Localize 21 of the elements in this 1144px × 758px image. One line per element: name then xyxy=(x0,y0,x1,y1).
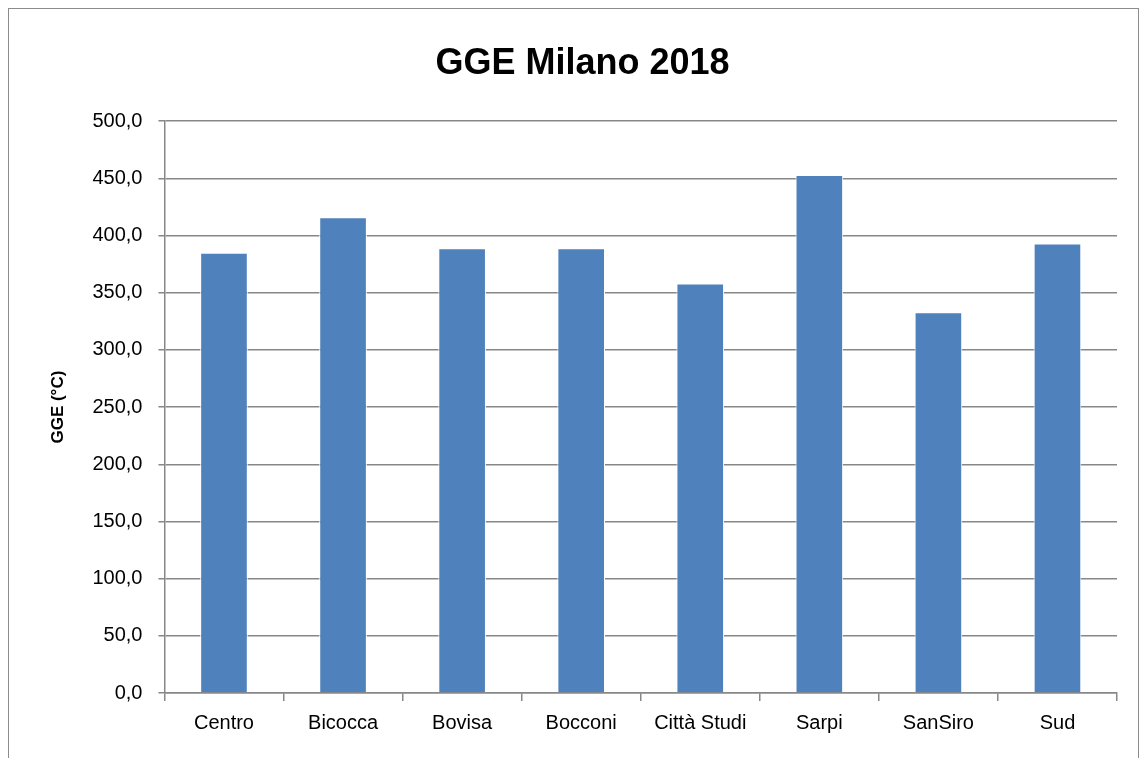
y-tick-label: 400,0 xyxy=(92,223,143,246)
y-tick-label: 300,0 xyxy=(92,337,143,360)
y-tick-label: 200,0 xyxy=(92,451,143,474)
y-tick-label: 250,0 xyxy=(92,394,143,417)
y-tick-label: 350,0 xyxy=(92,280,143,303)
y-tick-label: 0,0 xyxy=(114,680,143,703)
x-tick-label: Sud xyxy=(1039,710,1076,733)
x-tick-label: Bicocca xyxy=(308,710,379,733)
y-tick-label: 50,0 xyxy=(103,623,143,646)
y-axis-title: GGE (°C) xyxy=(47,370,67,444)
x-tick-label: Bovisa xyxy=(432,710,494,733)
x-tick-label: Sarpi xyxy=(795,710,843,733)
x-tick-label: Città Studi xyxy=(654,710,747,733)
y-tick-label: 100,0 xyxy=(92,566,143,589)
chart-title: GGE Milano 2018 xyxy=(435,40,730,82)
y-tick-label: 500,0 xyxy=(92,108,143,131)
x-tick-label: Centro xyxy=(193,710,254,733)
x-tick-label: Bocconi xyxy=(545,710,617,733)
y-tick-label: 150,0 xyxy=(92,508,143,531)
x-tick-label: SanSiro xyxy=(902,710,974,733)
y-tick-label: 450,0 xyxy=(92,165,143,188)
